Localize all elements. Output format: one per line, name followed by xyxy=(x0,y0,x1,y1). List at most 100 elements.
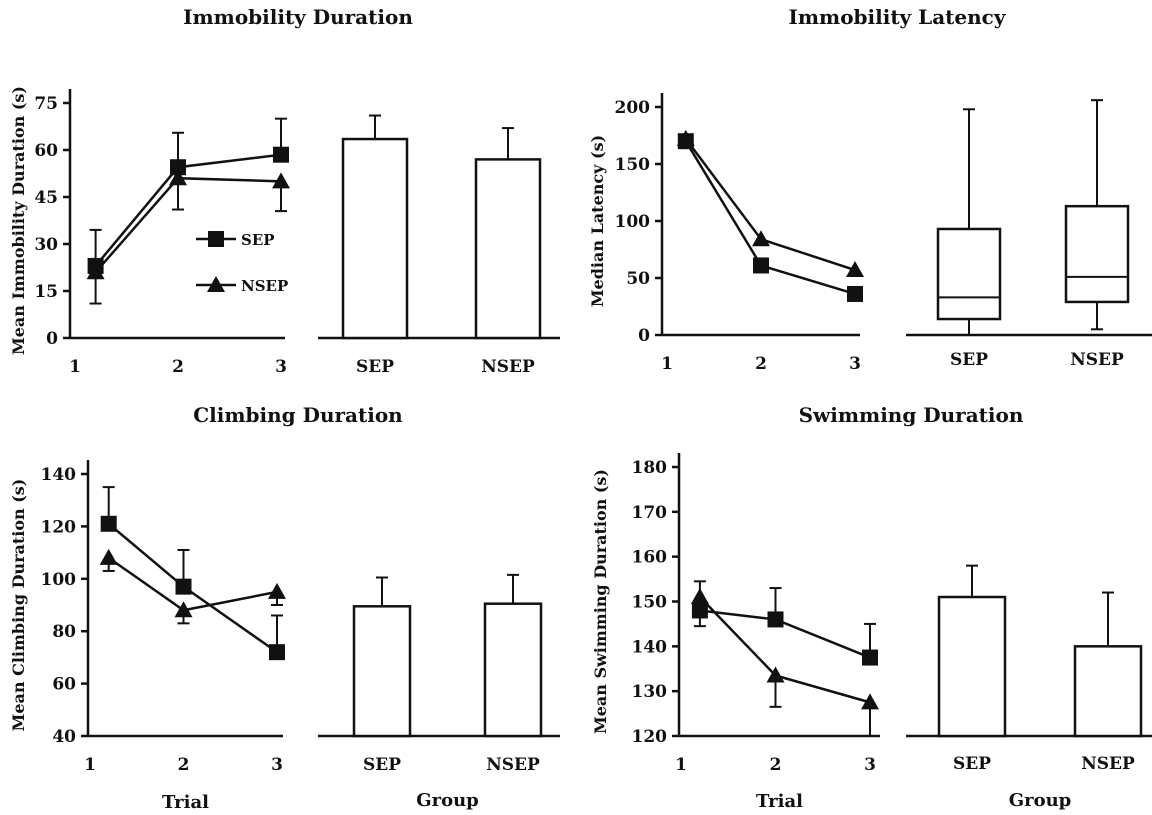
group-plot: SEP NSEP Group xyxy=(906,564,1152,811)
y-tick-label: 130 xyxy=(632,682,668,702)
series-line xyxy=(684,140,856,296)
nsep-marker xyxy=(207,276,225,292)
bar xyxy=(352,605,412,738)
x-tick-label: 2 xyxy=(172,357,184,377)
sep-marker xyxy=(862,649,878,666)
category-label: SEP xyxy=(953,754,991,774)
x-tick-label: 1 xyxy=(661,354,673,374)
y-tick-label: 100 xyxy=(41,570,77,590)
y-tick-label: 100 xyxy=(615,212,651,232)
y-tick-label: 150 xyxy=(632,593,668,613)
nsep-marker xyxy=(676,129,695,146)
y-tick-label: 30 xyxy=(34,235,58,255)
y-tick-label: 60 xyxy=(52,675,76,695)
x-tick-label: 3 xyxy=(275,357,287,377)
y-axis-label: Mean Immobility Duration (s) xyxy=(9,86,28,355)
bar xyxy=(474,158,542,340)
series-sep xyxy=(100,486,285,661)
bar xyxy=(1073,645,1143,738)
panel-title: Immobility Latency xyxy=(789,5,1007,29)
nsep-marker xyxy=(86,263,105,280)
bar xyxy=(937,595,1007,738)
group-plot: SEP NSEP xyxy=(318,114,560,377)
series-line xyxy=(699,609,871,659)
trial-line-plot: 120 130 140 150 160 170 180 1 2 3 Mean Swimming Du… xyxy=(591,453,880,812)
series-sep xyxy=(691,580,878,666)
category-label: SEP xyxy=(356,357,394,377)
series-nsep xyxy=(99,548,286,625)
series-line xyxy=(94,176,282,274)
x-axis-label: Trial xyxy=(756,791,803,812)
y-tick-label: 45 xyxy=(34,188,58,208)
trial-line-plot: 0 15 30 45 60 75 1 2 3 Mean Immobility Duration (… xyxy=(9,86,290,377)
x-tick-label: 1 xyxy=(84,755,96,775)
group-plot: SEP NSEP xyxy=(906,99,1152,370)
nsep-marker xyxy=(169,169,187,186)
y-tick-label: 170 xyxy=(632,503,668,523)
legend-label: SEP xyxy=(241,231,275,249)
y-tick-label: 200 xyxy=(615,98,651,118)
y-tick-label: 50 xyxy=(626,269,650,289)
sep-marker xyxy=(753,257,769,274)
x-tick-label: 3 xyxy=(849,354,861,374)
y-tick-label: 120 xyxy=(632,727,668,747)
sep-marker xyxy=(170,159,186,176)
y-tick-label: 0 xyxy=(46,329,58,349)
nsep-marker xyxy=(846,261,864,278)
group-axis-label: Group xyxy=(416,790,479,811)
series-nsep xyxy=(690,588,879,737)
trial-line-plot: 40 60 80 100 120 140 1 2 3 Mean Climbing Duration… xyxy=(9,460,286,813)
y-axis-label: Median Latency (s) xyxy=(588,135,607,307)
y-tick-label: 75 xyxy=(34,94,58,114)
category-label: NSEP xyxy=(481,357,535,377)
x-tick-label: 3 xyxy=(271,755,283,775)
series-sep xyxy=(87,117,289,274)
category-label: NSEP xyxy=(486,755,540,775)
legend-label: NSEP xyxy=(241,277,288,295)
y-axis-label: Mean Swimming Duration (s) xyxy=(591,469,610,734)
nsep-marker xyxy=(861,693,879,710)
sep-marker xyxy=(767,611,784,628)
box xyxy=(1064,204,1130,304)
sep-marker xyxy=(269,644,285,661)
series-line xyxy=(684,138,856,272)
y-tick-label: 60 xyxy=(34,141,58,161)
box xyxy=(936,227,1002,321)
y-tick-label: 15 xyxy=(34,282,58,302)
x-tick-label: 2 xyxy=(178,755,190,775)
sep-marker xyxy=(847,285,863,302)
series-nsep xyxy=(676,129,864,278)
bar xyxy=(483,602,543,738)
nsep-marker xyxy=(752,230,770,247)
nsep-marker xyxy=(268,582,286,599)
series-nsep xyxy=(86,169,290,305)
x-tick-label: 1 xyxy=(675,755,687,775)
panel-title: Immobility Duration xyxy=(183,5,413,29)
nsep-marker xyxy=(99,548,118,565)
y-tick-label: 40 xyxy=(52,727,76,747)
category-label: SEP xyxy=(950,350,988,370)
category-label: SEP xyxy=(363,755,401,775)
sep-marker xyxy=(273,146,289,163)
x-tick-label: 2 xyxy=(770,755,782,775)
nsep-marker xyxy=(174,601,193,618)
y-axis-label: Mean Climbing Duration (s) xyxy=(9,479,28,732)
legend: SEP NSEP xyxy=(196,231,288,295)
y-tick-label: 140 xyxy=(632,637,668,657)
nsep-marker xyxy=(272,172,290,189)
group-plot: SEP NSEP Group xyxy=(318,573,560,811)
nsep-marker xyxy=(690,588,709,605)
group-axis-label: Group xyxy=(1009,790,1072,811)
y-tick-label: 140 xyxy=(41,465,77,485)
series-line xyxy=(107,556,278,612)
sep-marker xyxy=(175,578,192,595)
bar xyxy=(341,137,409,340)
sep-marker xyxy=(208,231,224,247)
trial-line-plot: 0 50 100 150 200 1 2 3 Median Latency (s) xyxy=(588,93,864,374)
panel-title: Swimming Duration xyxy=(799,403,1024,427)
series-sep xyxy=(677,133,863,302)
y-tick-label: 80 xyxy=(52,622,76,642)
panel-title: Climbing Duration xyxy=(193,403,403,427)
y-tick-label: 120 xyxy=(41,517,77,537)
series-line xyxy=(107,522,278,654)
